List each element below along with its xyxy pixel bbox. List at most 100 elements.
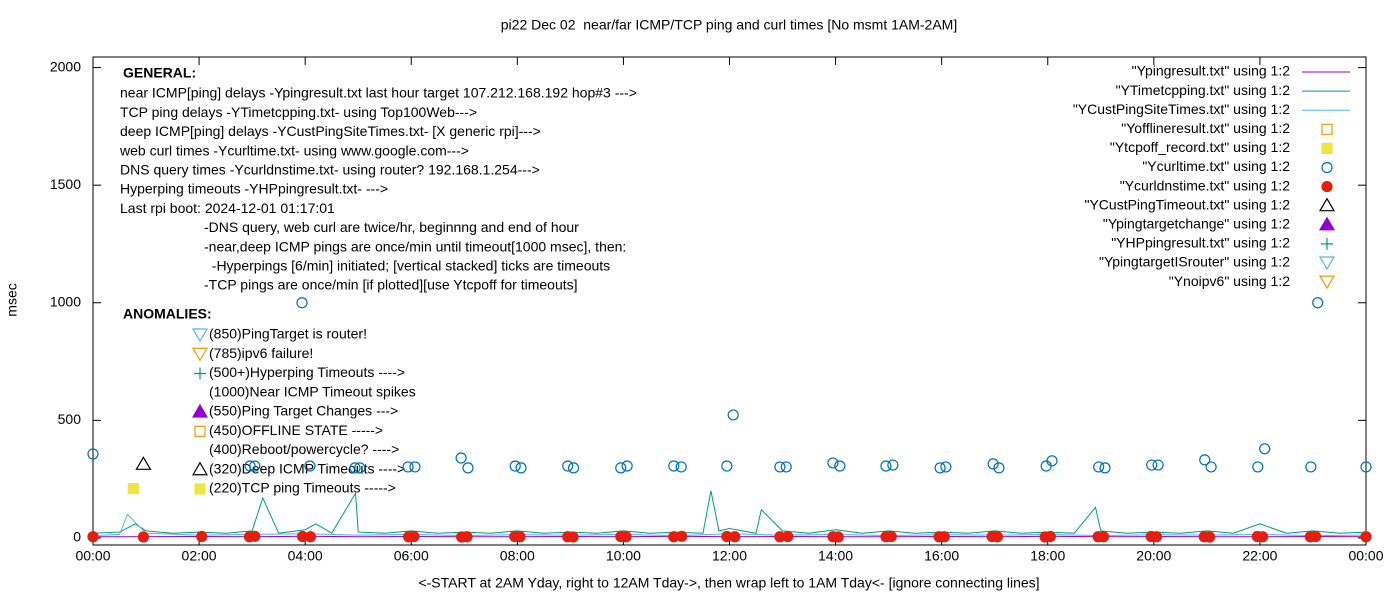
data-point xyxy=(567,462,580,474)
data-point xyxy=(834,460,846,472)
annotation: Last rpi boot: 2024-12-01 01:17:01 xyxy=(120,200,335,216)
annotation-icon xyxy=(194,367,206,380)
data-point xyxy=(196,531,208,543)
legend-label: "Ypingtargetchange" using 1:2 xyxy=(1103,216,1290,232)
data-point xyxy=(87,531,99,543)
data-point xyxy=(774,461,786,473)
annotation: DNS query times -Ycurldnstime.txt- using… xyxy=(120,162,540,178)
data-point xyxy=(621,460,633,472)
data-point xyxy=(938,531,950,543)
data-point xyxy=(991,531,1003,543)
legend-label: "Ycurltime.txt" using 1:2 xyxy=(1142,158,1290,174)
data-point xyxy=(832,531,844,543)
data-point xyxy=(1203,531,1216,543)
x-tick-label: 08:00 xyxy=(500,548,535,564)
annotation-heading: GENERAL: xyxy=(123,65,196,81)
data-point xyxy=(567,531,579,543)
data-point xyxy=(1046,455,1058,467)
annotation: web curl times -Ycurltime.txt- using www… xyxy=(119,142,469,158)
x-tick-label: 02:00 xyxy=(182,548,217,564)
x-tick-label: 14:00 xyxy=(818,548,853,564)
annotation: (550)Ping Target Changes ---> xyxy=(209,403,398,419)
data-point xyxy=(1252,461,1264,473)
annotation: (500+)Hyperping Timeouts ----> xyxy=(209,364,405,380)
annotation-icon xyxy=(191,328,209,343)
data-point xyxy=(249,460,261,472)
data-point xyxy=(1044,531,1057,543)
data-point xyxy=(1310,531,1322,543)
y-tick-label: 500 xyxy=(58,411,82,427)
y-axis-label: msec xyxy=(4,283,20,316)
annotation: TCP ping delays -YTimetcpping.txt- using… xyxy=(120,104,477,120)
annotation: (450)OFFLINE STATE -----> xyxy=(209,422,383,438)
legend-label: "YHPpingresult.txt" using 1:2 xyxy=(1111,235,1290,251)
legend-swatch xyxy=(1321,181,1333,193)
annotation: deep ICMP[ping] delays -YCustPingSiteTim… xyxy=(120,123,541,139)
data-point xyxy=(987,458,999,470)
x-tick-label: 00:00 xyxy=(1348,548,1383,564)
data-point xyxy=(462,462,474,474)
data-point xyxy=(1146,459,1158,471)
data-point xyxy=(461,531,473,543)
data-point xyxy=(934,462,946,474)
legend-label: "YCustPingSiteTimes.txt" using 1:2 xyxy=(1073,101,1290,117)
annotation-icon xyxy=(191,403,209,418)
data-point xyxy=(562,460,574,472)
data-point xyxy=(1199,454,1211,466)
legend-label: "Ypingresult.txt" using 1:2 xyxy=(1132,63,1291,79)
x-tick-label: 20:00 xyxy=(1136,548,1171,564)
annotation-icon xyxy=(194,425,206,437)
data-point xyxy=(721,460,733,472)
x-tick-label: 06:00 xyxy=(394,548,429,564)
data-point xyxy=(1360,531,1372,543)
data-point xyxy=(993,462,1005,474)
annotation: (400)Reboot/powercycle? ----> xyxy=(209,441,399,457)
legend-label: "YCustPingTimeout.txt" using 1:2 xyxy=(1084,196,1290,212)
data-point xyxy=(1152,459,1164,471)
legend-swatch xyxy=(1318,256,1336,271)
legend-label: "Yofflineresult.txt" using 1:2 xyxy=(1121,120,1290,136)
legend-swatch xyxy=(1321,161,1333,174)
legend-swatch xyxy=(1318,197,1336,212)
data-point xyxy=(880,460,892,472)
annotation: (850)PingTarget is router! xyxy=(209,326,367,342)
y-tick-label: 1500 xyxy=(50,176,81,192)
data-point xyxy=(135,456,152,470)
chart-title: pi22 Dec 02 near/far ICMP/TCP ping and c… xyxy=(501,17,957,33)
data-point xyxy=(354,462,366,474)
data-point xyxy=(244,460,256,472)
legend-swatch xyxy=(1318,216,1336,231)
legend-label: "YpingtargetISrouter" using 1:2 xyxy=(1099,254,1290,270)
annotation-heading: ANOMALIES: xyxy=(123,306,212,322)
data-point xyxy=(729,531,741,543)
data-point xyxy=(675,461,687,473)
data-point xyxy=(1097,531,1110,543)
data-point xyxy=(127,482,139,495)
annotation-icon xyxy=(191,347,209,362)
y-tick-label: 0 xyxy=(73,529,81,545)
annotation: -TCP pings are once/min [if plotted][use… xyxy=(204,277,578,293)
data-point xyxy=(1360,461,1372,473)
x-tick-label: 22:00 xyxy=(1242,548,1277,564)
data-point xyxy=(620,531,632,543)
data-point xyxy=(1099,462,1111,474)
data-point xyxy=(1256,531,1269,543)
series-line xyxy=(92,490,1367,534)
data-point xyxy=(514,531,526,543)
data-point xyxy=(1205,461,1217,473)
x-tick-label: 12:00 xyxy=(712,548,747,564)
annotation: (220)TCP ping Timeouts -----> xyxy=(209,480,396,496)
data-point xyxy=(1150,531,1163,543)
y-tick-label: 1000 xyxy=(50,293,81,309)
annotation: -DNS query, web curl are twice/hr, begin… xyxy=(204,219,579,235)
data-point xyxy=(408,531,420,543)
data-point xyxy=(1259,443,1271,455)
legend-swatch xyxy=(1321,142,1333,154)
legend-swatch xyxy=(1321,237,1333,250)
x-tick-label: 10:00 xyxy=(606,548,641,564)
data-point xyxy=(1312,297,1324,309)
data-point xyxy=(455,452,467,464)
data-point xyxy=(676,530,688,542)
